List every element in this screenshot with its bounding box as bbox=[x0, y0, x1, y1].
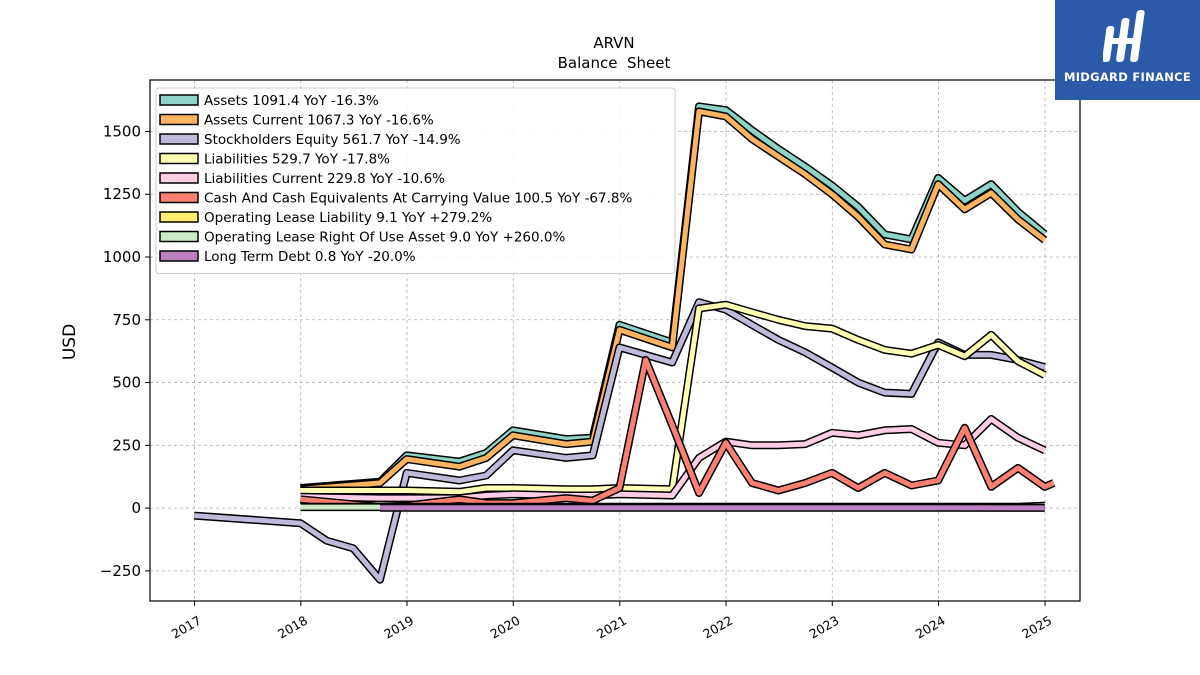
series-line bbox=[300, 416, 1046, 501]
legend-swatch bbox=[159, 113, 199, 126]
y-axis-label: USD bbox=[60, 324, 80, 360]
y-tick-label: 250 bbox=[112, 436, 141, 454]
series-line bbox=[194, 299, 1046, 583]
y-tick-label: 0 bbox=[131, 499, 141, 517]
legend-swatch bbox=[159, 191, 199, 204]
series-line bbox=[300, 302, 1046, 495]
series-layer bbox=[193, 102, 1056, 584]
legend-label: Assets Current 1067.3 YoY -16.6% bbox=[204, 113, 434, 129]
legend-item: Assets Current 1067.3 YoY -16.6% bbox=[159, 113, 434, 129]
y-tick-label: −250 bbox=[100, 562, 141, 580]
legend-item: Liabilities 529.7 YoY -17.8% bbox=[159, 152, 390, 168]
legend-swatch bbox=[159, 211, 199, 223]
legend-label: Long Term Debt 0.8 YoY -20.0% bbox=[204, 249, 416, 265]
plot-frame bbox=[149, 79, 1081, 602]
series-liabilities bbox=[300, 300, 1047, 496]
y-tick-label: 1000 bbox=[103, 248, 141, 266]
legend-label: Operating Lease Right Of Use Asset 9.0 Y… bbox=[204, 230, 565, 246]
legend-swatch bbox=[159, 250, 199, 262]
legend-swatch bbox=[159, 230, 199, 243]
legend-item: Liabilities Current 229.8 YoY -10.6% bbox=[159, 171, 445, 187]
series-line bbox=[300, 103, 1047, 491]
legend: Assets 1091.4 YoY -16.3% Assets Current 1… bbox=[155, 87, 676, 274]
legend-item: Stockholders Equity 561.7 YoY -14.9% bbox=[159, 132, 461, 148]
series-liabilities-current bbox=[300, 415, 1047, 503]
legend-swatch bbox=[159, 172, 199, 184]
series-assets bbox=[300, 102, 1048, 492]
legend-label: Liabilities Current 229.8 YoY -10.6% bbox=[204, 171, 445, 187]
chart-title: ARVN bbox=[593, 34, 634, 52]
chart-subtitle: Balance Sheet bbox=[558, 54, 671, 72]
y-tick-label: 1500 bbox=[103, 122, 141, 140]
series-stockholders-equity bbox=[193, 298, 1046, 584]
series-assets-current bbox=[300, 107, 1048, 494]
legend-item: Operating Lease Right Of Use Asset 9.0 Y… bbox=[159, 230, 565, 246]
legend-label: Operating Lease Liability 9.1 YoY +279.2… bbox=[204, 210, 492, 226]
y-tick-label: 500 bbox=[112, 374, 141, 392]
brand-name: MIDGARD FINANCE bbox=[1063, 70, 1192, 84]
series-line bbox=[300, 108, 1047, 492]
midgard-logo-icon bbox=[1103, 10, 1145, 62]
legend-item: Operating Lease Liability 9.1 YoY +279.2… bbox=[159, 210, 492, 226]
brand-logo: MIDGARD FINANCE bbox=[1055, 0, 1200, 100]
legend-label: Stockholders Equity 561.7 YoY -14.9% bbox=[204, 132, 461, 148]
y-tick-label: 750 bbox=[112, 311, 141, 329]
legend-swatch bbox=[159, 94, 199, 106]
legend-swatch bbox=[159, 133, 199, 145]
legend-swatch bbox=[159, 152, 199, 165]
legend-item: Cash And Cash Equivalents At Carrying Va… bbox=[159, 191, 632, 207]
legend-label: Liabilities 529.7 YoY -17.8% bbox=[204, 152, 390, 168]
legend-item: Assets 1091.4 YoY -16.3% bbox=[159, 93, 379, 109]
legend-item: Long Term Debt 0.8 YoY -20.0% bbox=[159, 249, 416, 265]
legend-label: Cash And Cash Equivalents At Carrying Va… bbox=[204, 191, 632, 207]
legend-box bbox=[155, 87, 676, 274]
y-tick-label: 1250 bbox=[103, 185, 141, 203]
legend-label: Assets 1091.4 YoY -16.3% bbox=[204, 93, 379, 109]
